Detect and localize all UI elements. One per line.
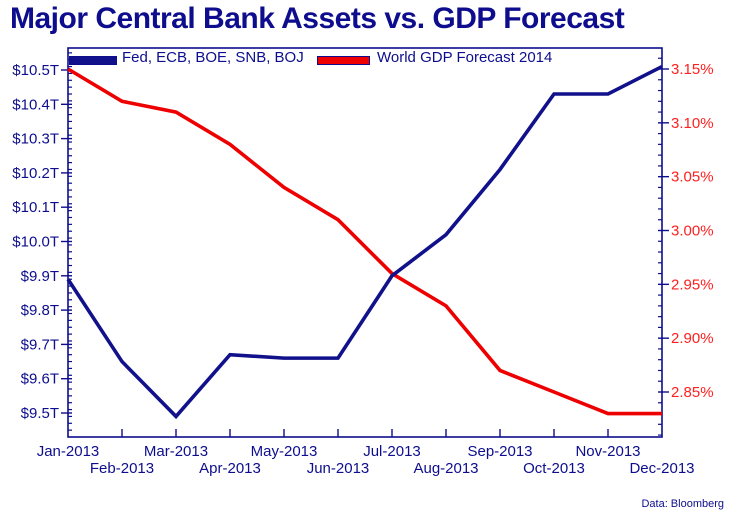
left-axis-tick-label: $9.9T: [21, 268, 59, 285]
left-axis-tick-label: $10.1T: [12, 199, 59, 216]
gdp-forecast-line-series: [67, 67, 662, 416]
right-axis-tick-label: 3.10%: [671, 115, 714, 132]
right-axis-tick-label: 3.00%: [671, 223, 714, 240]
x-axis-tick-label: Sep-2013: [467, 443, 532, 460]
x-axis-tick-label: Jan-2013: [37, 443, 100, 460]
gdp-series-swatch-icon: [317, 56, 370, 65]
plot-frame: [67, 47, 663, 438]
x-axis-tick-label: Mar-2013: [144, 443, 208, 460]
chart-title: Major Central Bank Assets vs. GDP Foreca…: [10, 2, 625, 35]
left-axis-tick-label: $9.5T: [21, 405, 59, 422]
left-axis-tick-label: $9.6T: [21, 371, 59, 388]
assets-series-legend-label: Fed, ECB, BOE, SNB, BOJ: [122, 49, 304, 66]
right-axis-tick-label: 3.15%: [671, 61, 714, 78]
right-axis-tick-label: 2.85%: [671, 384, 714, 401]
left-axis-tick-label: $10.4T: [12, 96, 59, 113]
x-axis-tick-label: Apr-2013: [199, 460, 261, 477]
left-axis-tick-label: $10.3T: [12, 131, 59, 148]
x-axis-tick-label: May-2013: [251, 443, 318, 460]
x-axis-tick-label: Oct-2013: [523, 460, 585, 477]
left-axis-tick-label: $9.8T: [21, 302, 59, 319]
right-axis-tick-label: 3.05%: [671, 169, 714, 186]
x-axis-tick-label: Dec-2013: [629, 460, 694, 477]
right-axis-tick-label: 2.95%: [671, 276, 714, 293]
x-axis-tick-label: Feb-2013: [90, 460, 154, 477]
data-source-note: Data: Bloomberg: [641, 498, 724, 510]
left-axis-tick-label: $9.7T: [21, 336, 59, 353]
assets-series-swatch-icon: [69, 56, 117, 65]
x-axis-tick-label: Jul-2013: [363, 443, 421, 460]
x-axis-tick-label: Jun-2013: [307, 460, 370, 477]
x-axis-tick-label: Nov-2013: [575, 443, 640, 460]
left-axis-tick-label: $10.0T: [12, 234, 59, 251]
left-axis-tick-label: $10.5T: [12, 62, 59, 79]
assets-line-series: [66, 64, 663, 420]
gdp-series-legend-label: World GDP Forecast 2014: [377, 49, 553, 66]
left-axis-tick-label: $10.2T: [12, 165, 59, 182]
right-axis-tick-label: 2.90%: [671, 330, 714, 347]
x-axis-tick-label: Aug-2013: [413, 460, 478, 477]
